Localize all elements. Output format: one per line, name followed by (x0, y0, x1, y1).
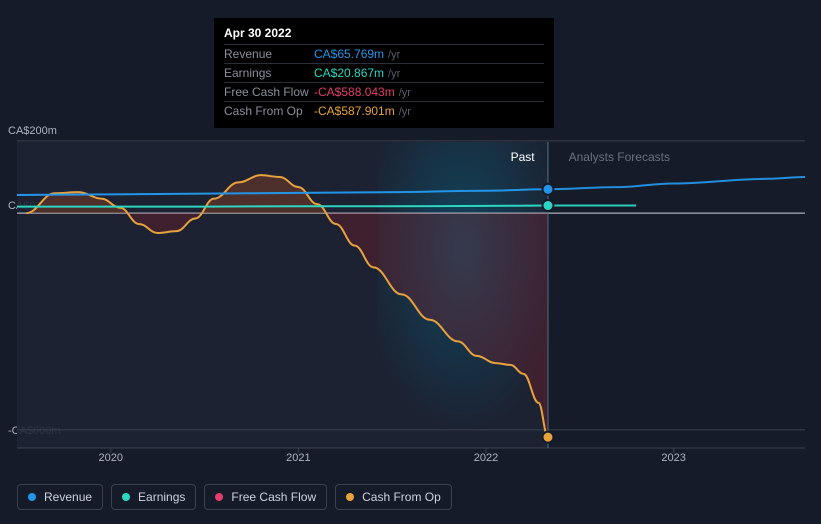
x-tick-label: 2022 (474, 452, 498, 464)
chart-svg (17, 130, 805, 448)
tooltip-unit: /yr (388, 49, 400, 61)
legend-label: Cash From Op (362, 490, 441, 504)
legend-item-earnings[interactable]: Earnings (111, 484, 196, 510)
tooltip-label: Cash From Op (224, 104, 314, 118)
legend-dot-icon (28, 493, 36, 501)
tooltip-row-earnings: Earnings CA$20.867m /yr (224, 63, 544, 82)
legend-label: Free Cash Flow (231, 490, 316, 504)
legend: Revenue Earnings Free Cash Flow Cash Fro… (17, 484, 452, 510)
chart-area[interactable] (17, 130, 805, 448)
legend-dot-icon (346, 493, 354, 501)
tooltip-value: CA$20.867m (314, 66, 384, 80)
tooltip-row-revenue: Revenue CA$65.769m /yr (224, 44, 544, 63)
tooltip-date: Apr 30 2022 (224, 26, 544, 40)
section-label-forecast: Analysts Forecasts (569, 150, 670, 164)
legend-label: Revenue (44, 490, 92, 504)
tooltip-unit: /yr (399, 106, 411, 118)
legend-dot-icon (215, 493, 223, 501)
tooltip-label: Free Cash Flow (224, 85, 314, 99)
x-tick-label: 2020 (99, 452, 123, 464)
tooltip-unit: /yr (399, 87, 411, 99)
legend-item-fcf[interactable]: Free Cash Flow (204, 484, 327, 510)
tooltip-row-fcf: Free Cash Flow -CA$588.043m /yr (224, 82, 544, 101)
tooltip-label: Revenue (224, 47, 314, 61)
tooltip-value: -CA$587.901m (314, 104, 395, 118)
tooltip-panel: Apr 30 2022 Revenue CA$65.769m /yr Earni… (214, 18, 554, 128)
tooltip-unit: /yr (388, 68, 400, 80)
tooltip-value: -CA$588.043m (314, 85, 395, 99)
x-tick-label: 2021 (286, 452, 310, 464)
x-tick-label: 2023 (661, 452, 685, 464)
tooltip-value: CA$65.769m (314, 47, 384, 61)
tooltip-row-cfo: Cash From Op -CA$587.901m /yr (224, 101, 544, 120)
legend-item-cfo[interactable]: Cash From Op (335, 484, 452, 510)
legend-label: Earnings (138, 490, 185, 504)
tooltip-label: Earnings (224, 66, 314, 80)
section-label-past: Past (511, 150, 535, 164)
legend-item-revenue[interactable]: Revenue (17, 484, 103, 510)
legend-dot-icon (122, 493, 130, 501)
